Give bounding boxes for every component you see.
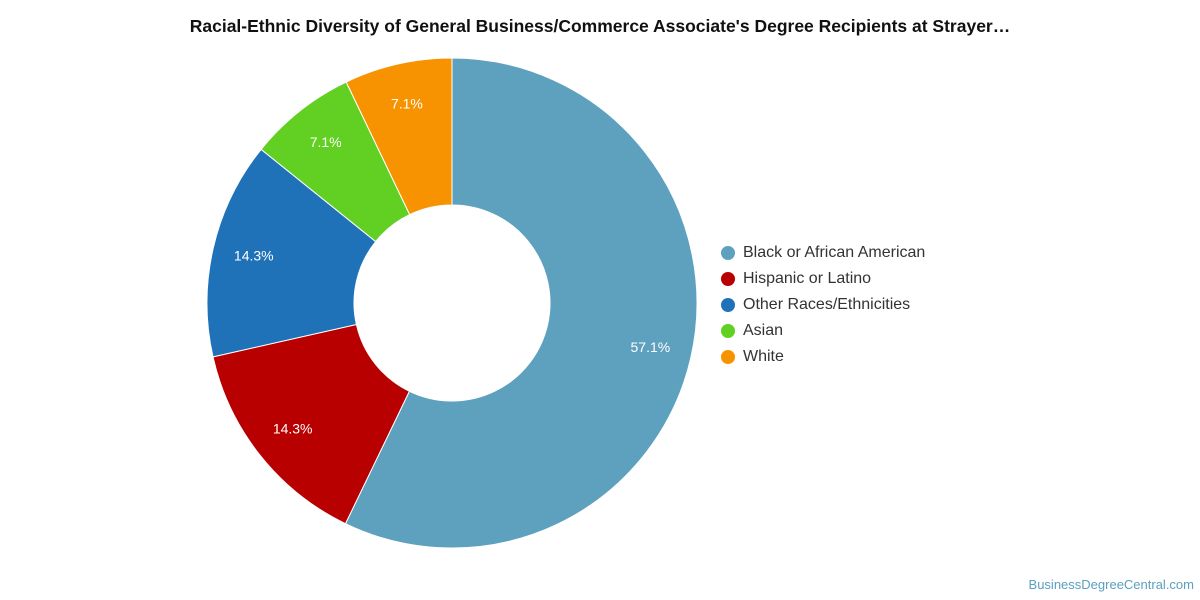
legend-label: White [743, 348, 784, 365]
slice-data-label: 14.3% [273, 420, 313, 436]
legend-swatch [721, 298, 735, 312]
legend-swatch [721, 324, 735, 338]
legend-label: Asian [743, 322, 784, 339]
slice-data-label: 14.3% [234, 248, 274, 264]
legend-label: Hispanic or Latino [743, 270, 872, 287]
legend-label: Other Races/Ethnicities [743, 296, 911, 313]
chart-title: Racial-Ethnic Diversity of General Busin… [189, 16, 1011, 36]
legend-label: Black or African American [743, 244, 926, 261]
slice-data-label: 7.1% [391, 95, 423, 111]
source-credit-link[interactable]: BusinessDegreeCentral.com [1028, 577, 1194, 592]
slice-black-or-african-american[interactable] [344, 57, 698, 549]
legend-item-black-or-african-american[interactable]: Black or African American [721, 240, 925, 266]
legend-item-white[interactable]: White [721, 344, 925, 370]
legend-item-other-races-ethnicities[interactable]: Other Races/Ethnicities [721, 292, 925, 318]
slice-data-label: 7.1% [310, 134, 342, 150]
slice-other-races-ethnicities[interactable] [206, 148, 377, 358]
legend-swatch [721, 246, 735, 260]
legend: Black or African American Hispanic or La… [721, 240, 925, 370]
legend-item-hispanic-or-latino[interactable]: Hispanic or Latino [721, 266, 925, 292]
legend-swatch [721, 350, 735, 364]
slice-hispanic-or-latino[interactable] [212, 323, 411, 525]
slice-white[interactable] [345, 57, 453, 216]
legend-item-asian[interactable]: Asian [721, 318, 925, 344]
legend-swatch [721, 272, 735, 286]
slice-data-label: 57.1% [631, 339, 671, 355]
